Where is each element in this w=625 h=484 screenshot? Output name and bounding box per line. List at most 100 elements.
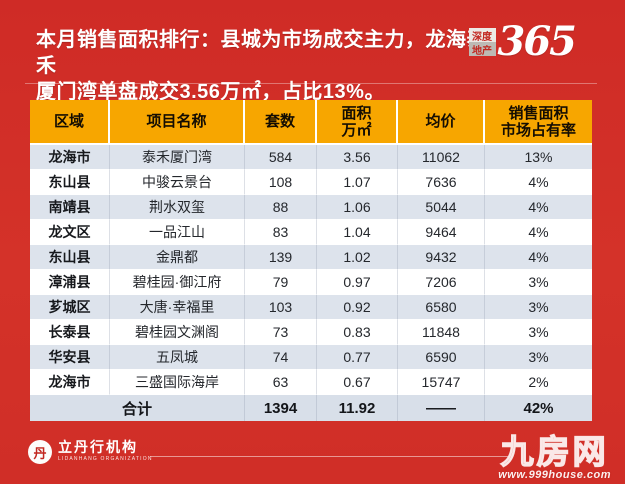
cell-units: 88 xyxy=(245,195,317,220)
total-units: 1394 xyxy=(245,395,317,421)
cell-price: 9464 xyxy=(398,220,485,245)
column-header-share-line2: 市场占有率 xyxy=(500,121,576,139)
total-area: 11.92 xyxy=(317,395,398,421)
cell-price: 9432 xyxy=(398,245,485,270)
column-header-units: 套数 xyxy=(245,100,317,145)
cell-share: 2% xyxy=(485,370,592,395)
column-header-share-line1: 销售面积 xyxy=(508,104,569,122)
cell-region: 东山县 xyxy=(30,170,110,195)
cell-units: 108 xyxy=(245,170,317,195)
page-title: 本月销售面积排行：县城为市场成交主力，龙海泰禾 厦门湾单盘成交3.56万㎡，占比… xyxy=(36,27,504,105)
cell-project: 碧桂园·御江府 xyxy=(110,270,245,295)
table-row: 华安县 五凤城 74 0.77 6590 3% xyxy=(30,345,592,370)
cell-units: 103 xyxy=(245,295,317,320)
column-header-project: 项目名称 xyxy=(110,100,245,145)
watermark-url: www.999house.com xyxy=(498,469,611,481)
table-body: 龙海市 泰禾厦门湾 584 3.56 11062 13% 东山县 中骏云景台 108 1.07 76… xyxy=(30,145,592,395)
cell-price: 6580 xyxy=(398,295,485,320)
total-price: —— xyxy=(398,395,485,421)
cell-region: 东山县 xyxy=(30,245,110,270)
cell-units: 83 xyxy=(245,220,317,245)
table-row: 龙文区 一品江山 83 1.04 9464 4% xyxy=(30,220,592,245)
column-header-price-label: 均价 xyxy=(425,113,456,130)
total-label: 合计 xyxy=(30,395,245,421)
cell-share: 4% xyxy=(485,195,592,220)
cell-area: 0.77 xyxy=(317,345,398,370)
column-header-region: 区域 xyxy=(30,100,110,145)
site-watermark: 九房网 www.999house.com xyxy=(498,433,611,481)
cell-share: 3% xyxy=(485,295,592,320)
cell-area: 1.07 xyxy=(317,170,398,195)
cell-area: 0.83 xyxy=(317,320,398,345)
brand-logo: 深度 地产 365 xyxy=(468,18,577,65)
cell-units: 63 xyxy=(245,370,317,395)
cell-units: 79 xyxy=(245,270,317,295)
cell-share: 4% xyxy=(485,170,592,195)
cell-region: 漳浦县 xyxy=(30,270,110,295)
cell-share: 4% xyxy=(485,220,592,245)
cell-price: 7636 xyxy=(398,170,485,195)
cell-share: 3% xyxy=(485,270,592,295)
column-header-project-label: 项目名称 xyxy=(146,113,207,130)
cell-area: 3.56 xyxy=(317,145,398,170)
cell-region: 华安县 xyxy=(30,345,110,370)
cell-area: 1.02 xyxy=(317,245,398,270)
cell-region: 芗城区 xyxy=(30,295,110,320)
brand-box-top: 深度 xyxy=(468,28,496,43)
cell-project: 荆水双玺 xyxy=(110,195,245,220)
table-row: 东山县 金鼎都 139 1.02 9432 4% xyxy=(30,245,592,270)
cell-price: 15747 xyxy=(398,370,485,395)
cell-units: 73 xyxy=(245,320,317,345)
cell-project: 三盛国际海岸 xyxy=(110,370,245,395)
cell-project: 五凤城 xyxy=(110,345,245,370)
cell-region: 南靖县 xyxy=(30,195,110,220)
cell-price: 5044 xyxy=(398,195,485,220)
cell-region: 长泰县 xyxy=(30,320,110,345)
agency-name: 立丹行机构 xyxy=(58,441,138,456)
cell-area: 1.04 xyxy=(317,220,398,245)
page-title-line1: 本月销售面积排行：县城为市场成交主力，龙海泰禾 xyxy=(36,29,487,77)
cell-area: 0.67 xyxy=(317,370,398,395)
brand-logo-boxes: 深度 地产 xyxy=(468,28,496,57)
agency-logo: 丹 立丹行机构 LIDANHANG ORGANIZATION xyxy=(28,440,153,464)
total-share: 42% xyxy=(485,395,592,421)
cell-region: 龙文区 xyxy=(30,220,110,245)
cell-area: 0.97 xyxy=(317,270,398,295)
cell-share: 3% xyxy=(485,320,592,345)
table-row: 芗城区 大唐·幸福里 103 0.92 6580 3% xyxy=(30,295,592,320)
cell-price: 11062 xyxy=(398,145,485,170)
agency-subtitle: LIDANHANG ORGANIZATION xyxy=(58,456,153,462)
brand-box-bottom: 地产 xyxy=(468,42,496,57)
cell-share: 13% xyxy=(485,145,592,170)
cell-units: 139 xyxy=(245,245,317,270)
cell-region: 龙海市 xyxy=(30,370,110,395)
cell-price: 7206 xyxy=(398,270,485,295)
cell-project: 泰禾厦门湾 xyxy=(110,145,245,170)
table: 区域 项目名称 套数 面积 万㎡ 均价 销售面积 市场占有率 xyxy=(30,100,592,421)
brand-365-text: 365 xyxy=(497,18,577,65)
cell-share: 3% xyxy=(485,345,592,370)
watermark-name: 九房网 xyxy=(500,433,609,470)
table-row: 漳浦县 碧桂园·御江府 79 0.97 7206 3% xyxy=(30,270,592,295)
column-header-price: 均价 xyxy=(398,100,485,145)
cell-units: 584 xyxy=(245,145,317,170)
column-header-area-line2: 万㎡ xyxy=(341,121,372,139)
cell-project: 中骏云景台 xyxy=(110,170,245,195)
table-row: 东山县 中骏云景台 108 1.07 7636 4% xyxy=(30,170,592,195)
cell-project: 碧桂园文渊阁 xyxy=(110,320,245,345)
column-header-area-line1: 面积 xyxy=(341,104,372,122)
footer-divider xyxy=(150,456,508,457)
table-total-row: 合计 1394 11.92 —— 42% xyxy=(30,395,592,421)
cell-region: 龙海市 xyxy=(30,145,110,170)
table-row: 长泰县 碧桂园文渊阁 73 0.83 11848 3% xyxy=(30,320,592,345)
column-header-units-label: 套数 xyxy=(264,113,295,130)
cell-price: 6590 xyxy=(398,345,485,370)
column-header-share: 销售面积 市场占有率 xyxy=(485,100,592,145)
page-title-line2: 厦门湾单盘成交3.56万㎡，占比13%。 xyxy=(36,81,385,103)
agency-seal-icon: 丹 xyxy=(28,440,52,464)
table-row: 龙海市 三盛国际海岸 63 0.67 15747 2% xyxy=(30,370,592,395)
cell-area: 0.92 xyxy=(317,295,398,320)
cell-share: 4% xyxy=(485,245,592,270)
sales-ranking-table: 区域 项目名称 套数 面积 万㎡ 均价 销售面积 市场占有率 xyxy=(30,100,592,421)
table-footer: 合计 1394 11.92 —— 42% xyxy=(30,395,592,421)
